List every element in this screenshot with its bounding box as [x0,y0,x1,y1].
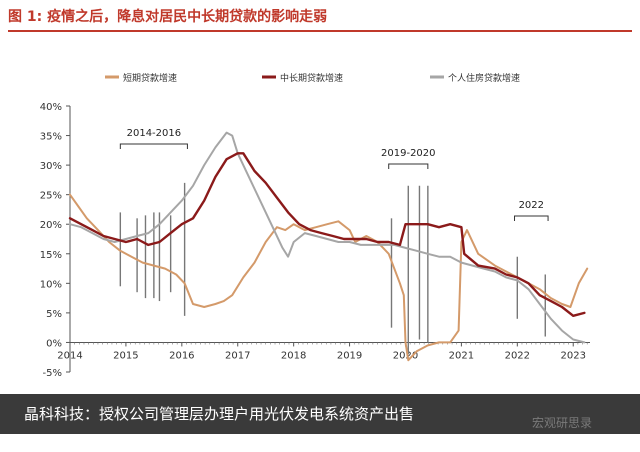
legend-label: 短期贷款增速 [123,72,177,84]
chart-legend: 短期贷款增速 中长期贷款增速 个人住房贷款增速 [105,72,520,84]
x-tick-label: 2019 [337,350,362,361]
period-label: 2014-2016 [127,128,182,139]
x-tick-label: 2015 [113,350,138,361]
chart-axes: -5% 0% 5% 10% 15% 20% 25% 30% 35% 40% 2014 2015 2016… [40,102,590,379]
y-tick-label: 20% [40,220,62,231]
period-bracket [388,163,429,169]
title-divider [8,30,632,32]
x-tick-label: 2022 [505,350,530,361]
period-bracket [514,215,549,221]
x-tick-label: 2023 [560,350,585,361]
chart-series-lines [68,131,589,362]
period-annotations: 2014-2016 2019-2020 2022 [119,128,549,221]
x-tick-label: 2017 [225,350,250,361]
y-tick-label: 25% [40,191,62,202]
news-banner-text: 晶科科技：授权公司管理层办理户用光伏发电系统资产出售 [24,405,415,423]
y-tick-label: 15% [40,250,62,261]
x-tick-label: 2020 [393,350,418,361]
period-bracket [119,143,188,149]
series-line [68,152,586,317]
loan-growth-chart: 短期贷款增速 中长期贷款增速 个人住房贷款增速 -5% 0% 5% 10% 15% 20% 25… [40,72,590,379]
period-label: 2022 [519,200,544,211]
series-line [69,131,586,344]
y-tick-label: 35% [40,132,62,143]
legend-label: 中长期贷款增速 [280,72,343,84]
y-tick-label: 10% [40,279,62,290]
rate-cut-markers [119,182,546,355]
legend-label: 个人住房贷款增速 [448,72,520,84]
x-tick-label: 2014 [57,350,82,361]
news-banner[interactable]: 晶科科技：授权公司管理层办理户用光伏发电系统资产出售 [0,394,640,434]
y-tick-label: 5% [46,309,62,320]
x-tick-label: 2018 [281,350,306,361]
y-tick-label: 30% [40,161,62,172]
series-line [69,193,589,362]
y-tick-label: 40% [40,102,62,113]
period-label: 2019-2020 [381,148,436,159]
y-tick-label: 0% [46,338,62,349]
y-tick-label: -5% [43,368,62,379]
x-tick-label: 2021 [449,350,474,361]
chart-title: 图 1: 疫情之后，降息对居民中长期贷款的影响走弱 [8,9,328,25]
source-watermark: 宏观研思录 [532,416,593,430]
x-tick-label: 2016 [169,350,194,361]
bottom-strip [0,434,640,452]
